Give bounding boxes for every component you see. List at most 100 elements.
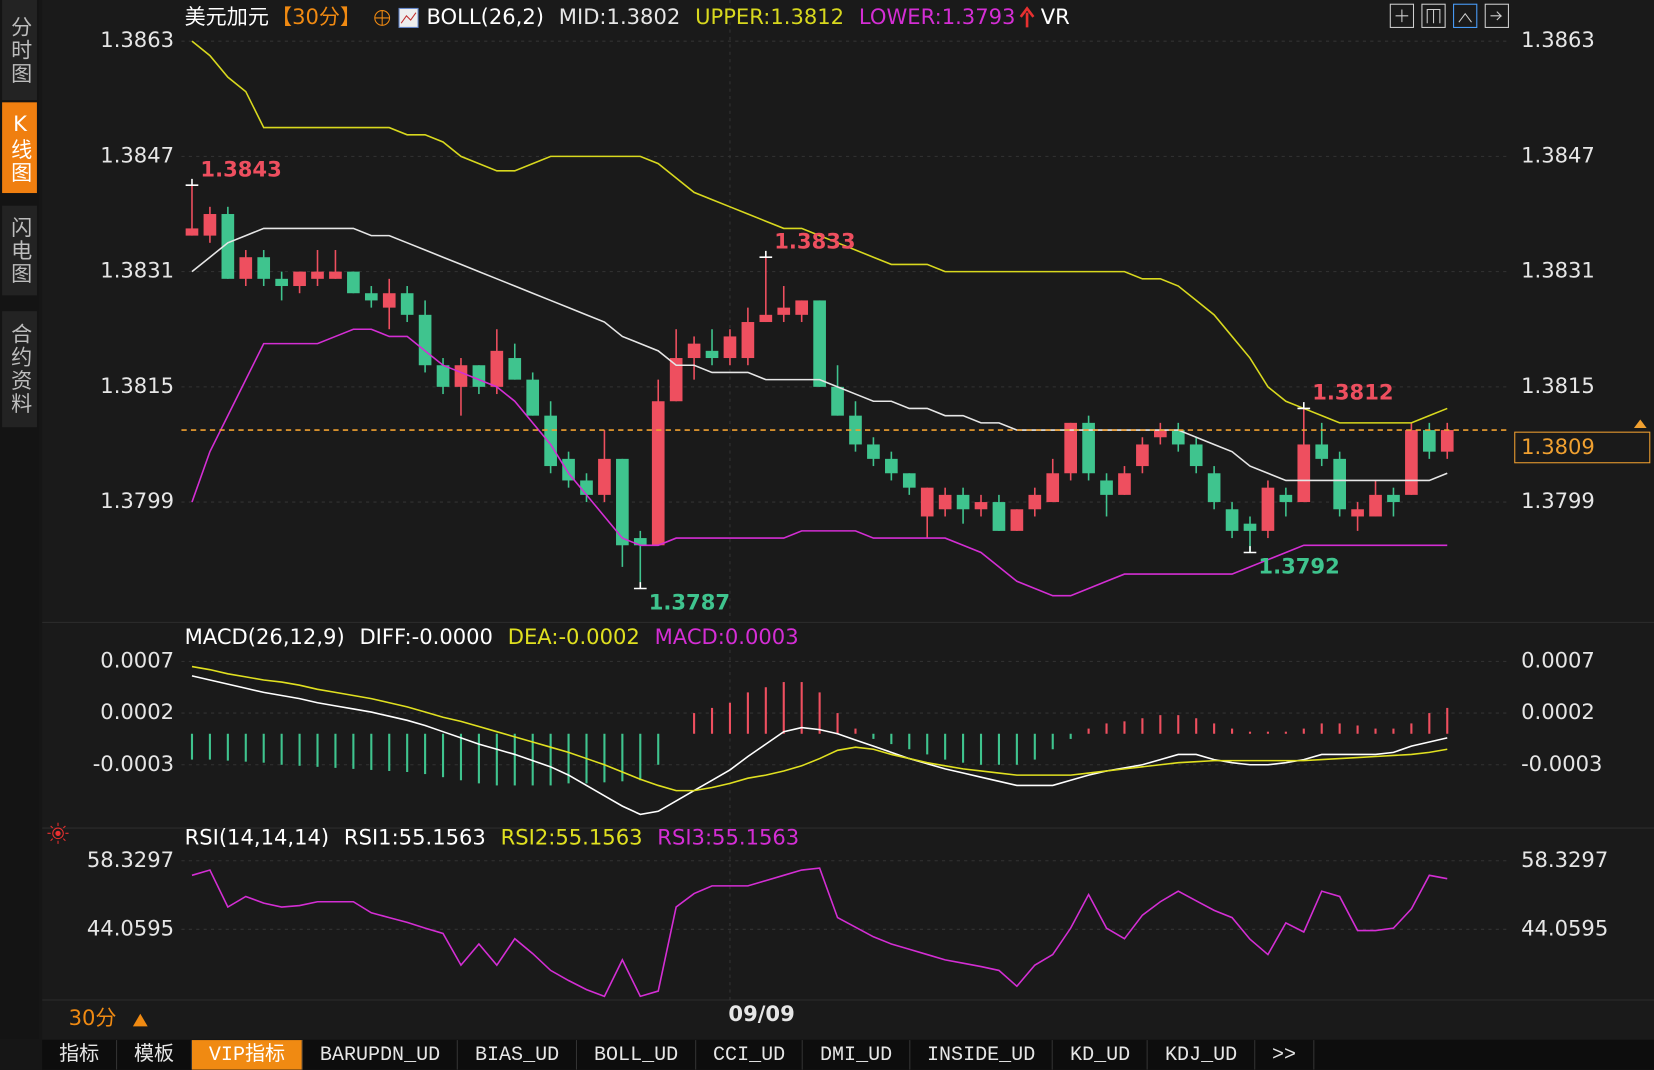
- candle-body: [239, 257, 253, 279]
- y-tick-label-right: 1.3863: [1521, 27, 1595, 52]
- y-tick-label: 1.3863: [100, 27, 174, 52]
- candle-body: [257, 257, 271, 279]
- extreme-label: 1.3843: [200, 156, 281, 181]
- side-tab[interactable]: 合约资料: [2, 311, 37, 428]
- candle-body: [633, 538, 647, 546]
- tab-bar: 指标 模板 VIP指标 BARUPDN_UD BIAS_UD BOLL_UD CCI_UD D…: [42, 1040, 1654, 1070]
- candle-body: [1082, 422, 1095, 474]
- y-tick-label-right: 1.3799: [1521, 488, 1595, 513]
- tab[interactable]: BOLL_UD: [577, 1040, 697, 1070]
- candle-body: [723, 336, 737, 359]
- candle-body: [759, 314, 773, 323]
- candle-body: [1118, 473, 1131, 495]
- header-text: 【30分】: [271, 4, 361, 29]
- x-tick-label: 09/09: [728, 1001, 794, 1026]
- y-tick-label: 58.3297: [87, 847, 174, 872]
- candle-body: [687, 343, 701, 359]
- icon[interactable]: [1421, 3, 1446, 28]
- tab[interactable]: >>: [1255, 1040, 1314, 1070]
- extreme-marker: [1243, 546, 1257, 554]
- candle-body: [651, 401, 665, 546]
- candle-body: [436, 365, 450, 387]
- tab[interactable]: KDJ_UD: [1148, 1040, 1256, 1070]
- y-tick-label-right: 44.0595: [1521, 915, 1608, 940]
- candle-body: [382, 293, 396, 308]
- header-text: RSI3:55.1563: [657, 825, 799, 850]
- sidebar: 分时图 K线图闪电图合约资料: [0, 0, 40, 1040]
- candle-body: [1297, 444, 1311, 503]
- y-tick-label-right: 58.3297: [1521, 847, 1608, 872]
- candle-body: [275, 278, 288, 287]
- macd-line: [191, 665, 1448, 792]
- rsi-line: [191, 867, 1448, 998]
- macd-line: [191, 675, 1448, 816]
- extreme-label: 1.3833: [774, 228, 855, 253]
- y-tick-label-right: 1.3831: [1521, 258, 1595, 283]
- extreme-marker: [1297, 402, 1311, 410]
- y-tick-label: 1.3799: [100, 488, 174, 513]
- side-tab[interactable]: K线图: [2, 102, 37, 194]
- candle-body: [1046, 473, 1060, 503]
- tab[interactable]: BIAS_UD: [458, 1040, 578, 1070]
- candle-body: [400, 293, 414, 315]
- header-text: DEA:-0.0002: [508, 624, 640, 649]
- candle-body: [185, 228, 199, 236]
- candle-body: [1279, 494, 1293, 503]
- header-text: RSI(14,14,14): [185, 825, 330, 850]
- candle-body: [1154, 430, 1167, 438]
- candle-body: [938, 494, 952, 510]
- toolbar-icons[interactable]: [1389, 3, 1509, 28]
- tab[interactable]: 模板: [117, 1040, 193, 1070]
- tab[interactable]: DMI_UD: [803, 1040, 911, 1070]
- extreme-marker: [759, 250, 773, 259]
- tab[interactable]: CCI_UD: [696, 1040, 804, 1070]
- extreme-label: 1.3787: [649, 589, 730, 614]
- candle-body: [221, 214, 235, 279]
- icon: [1019, 6, 1035, 28]
- candle-body: [454, 365, 468, 387]
- header-text: MACD(26,12,9): [185, 624, 345, 649]
- tab[interactable]: KD_UD: [1053, 1040, 1149, 1070]
- candle-body: [956, 494, 970, 510]
- header-text: RSI2:55.1563: [501, 825, 643, 850]
- candle-body: [1369, 494, 1382, 517]
- tab[interactable]: VIP指标: [192, 1040, 304, 1070]
- y-tick-label-right: 1.3815: [1521, 373, 1595, 398]
- rsi-icon: [47, 822, 69, 844]
- icon[interactable]: [1453, 3, 1478, 28]
- candle-body: [705, 350, 719, 359]
- header-text: UPPER:1.3812: [695, 4, 844, 29]
- icon: [400, 12, 417, 24]
- candle-body: [1440, 430, 1454, 452]
- tab[interactable]: INSIDE_UD: [910, 1040, 1054, 1070]
- candle-body: [974, 502, 988, 510]
- header-text: RSI1:55.1563: [344, 825, 486, 850]
- header-text: 美元加元: [185, 4, 269, 29]
- y-tick-label: 44.0595: [87, 915, 174, 940]
- header-text: DIFF:-0.0000: [359, 624, 493, 649]
- icon[interactable]: [1484, 3, 1509, 28]
- candle-body: [329, 271, 342, 279]
- extreme-marker: [633, 582, 647, 590]
- side-tab[interactable]: 分时图: [2, 0, 37, 101]
- candle-body: [364, 293, 378, 301]
- candle-body: [920, 487, 934, 517]
- tab[interactable]: BARUPDN_UD: [303, 1040, 459, 1070]
- candle-body: [490, 350, 504, 387]
- extreme-marker: [185, 178, 199, 186]
- extreme-label: 1.3792: [1258, 553, 1339, 578]
- candle-body: [1189, 444, 1203, 467]
- candle-body: [777, 307, 791, 315]
- boll-line: [191, 328, 1448, 597]
- y-tick-label: 0.0007: [100, 647, 174, 672]
- candle-body: [311, 271, 324, 279]
- period-selector[interactable]: 30分: [69, 1005, 117, 1030]
- tab[interactable]: 指标: [42, 1040, 118, 1070]
- last-price-caret: [1633, 419, 1647, 428]
- icon[interactable]: [1389, 3, 1415, 28]
- candle-body: [1225, 509, 1239, 531]
- candle-body: [203, 214, 217, 236]
- header-text: LOWER:1.3793: [859, 4, 1016, 29]
- side-tab[interactable]: 闪电图: [2, 205, 37, 296]
